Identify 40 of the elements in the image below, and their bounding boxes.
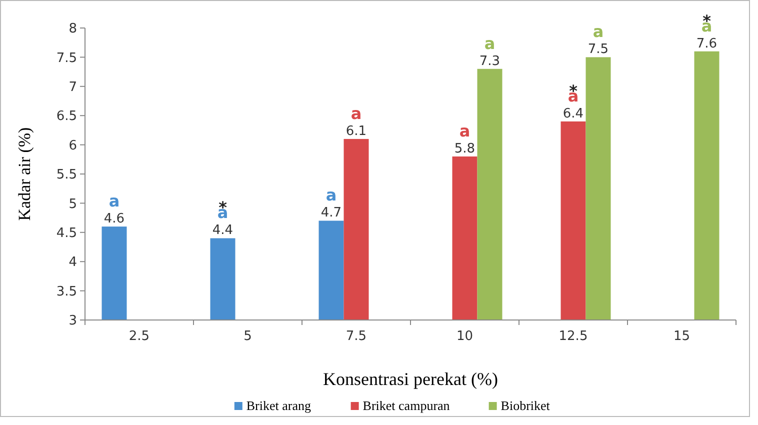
data-label: 7.3 xyxy=(479,54,500,69)
data-label: 6.1 xyxy=(346,124,367,139)
y-tick-label: 8 xyxy=(68,22,77,37)
annotation: a xyxy=(459,121,470,140)
y-tick-label: 6 xyxy=(68,138,77,154)
x-tick-label: 10 xyxy=(456,329,474,344)
y-tick-label: 6.5 xyxy=(56,109,77,124)
annotation: a xyxy=(326,186,337,205)
x-tick-label: 12.5 xyxy=(558,329,588,344)
data-label: 4.6 xyxy=(104,212,125,227)
legend-label: Biobriket xyxy=(500,398,550,413)
data-label: 5.8 xyxy=(454,141,476,156)
y-tick-label: 3 xyxy=(68,314,77,329)
y-tick-label: 4.5 xyxy=(56,226,77,241)
annotation: *a xyxy=(217,198,228,222)
data-label: 6.4 xyxy=(562,106,584,122)
annotation: *a xyxy=(701,11,712,36)
data-label: 7.6 xyxy=(696,36,718,52)
y-tick-label: 5 xyxy=(68,196,77,212)
legend-label: Briket campuran xyxy=(362,398,450,413)
y-tick-label: 7.5 xyxy=(56,50,77,66)
annotation: a xyxy=(108,192,120,211)
x-axis-title: Konsentrasi perekat (%) xyxy=(323,369,498,389)
x-tick-label: 2.5 xyxy=(128,329,150,344)
x-tick-label: 7.5 xyxy=(346,329,367,344)
x-tick-label: 5 xyxy=(244,329,252,344)
annotation: a xyxy=(350,104,362,123)
y-tick-label: 5.5 xyxy=(56,168,77,183)
y-axis-title: Kadar air (%) xyxy=(15,127,34,221)
y-tick-label: 3.5 xyxy=(56,284,77,300)
legend-label: Briket arang xyxy=(246,398,312,413)
y-tick-label: 4 xyxy=(68,255,77,270)
data-label: 4.4 xyxy=(212,223,234,238)
x-tick-label: 15 xyxy=(673,329,690,344)
annotation: a xyxy=(592,22,604,42)
data-label: 4.7 xyxy=(320,206,342,221)
data-label: 7.5 xyxy=(588,42,609,58)
y-tick-label: 7 xyxy=(68,80,77,95)
annotation: *a xyxy=(568,81,579,106)
annotation: a xyxy=(484,34,496,53)
